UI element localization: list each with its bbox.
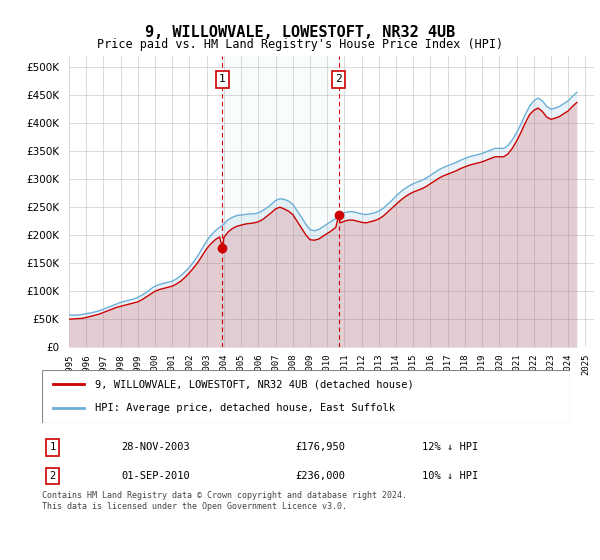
Text: 2: 2 (335, 74, 342, 85)
Text: HPI: Average price, detached house, East Suffolk: HPI: Average price, detached house, East… (95, 403, 395, 413)
Text: 12% ↓ HPI: 12% ↓ HPI (422, 442, 478, 452)
Text: 9, WILLOWVALE, LOWESTOFT, NR32 4UB: 9, WILLOWVALE, LOWESTOFT, NR32 4UB (145, 25, 455, 40)
Text: 1: 1 (49, 442, 56, 452)
Text: 10% ↓ HPI: 10% ↓ HPI (422, 471, 478, 481)
Text: Contains HM Land Registry data © Crown copyright and database right 2024.
This d: Contains HM Land Registry data © Crown c… (42, 492, 407, 511)
Text: 9, WILLOWVALE, LOWESTOFT, NR32 4UB (detached house): 9, WILLOWVALE, LOWESTOFT, NR32 4UB (deta… (95, 380, 413, 390)
Bar (223, 56, 339, 347)
Text: £236,000: £236,000 (295, 471, 346, 481)
Text: 2: 2 (49, 471, 56, 481)
Text: 28-NOV-2003: 28-NOV-2003 (121, 442, 190, 452)
Text: 1: 1 (219, 74, 226, 85)
Text: £176,950: £176,950 (295, 442, 346, 452)
Text: 01-SEP-2010: 01-SEP-2010 (121, 471, 190, 481)
FancyBboxPatch shape (42, 370, 570, 423)
Text: Price paid vs. HM Land Registry's House Price Index (HPI): Price paid vs. HM Land Registry's House … (97, 38, 503, 51)
